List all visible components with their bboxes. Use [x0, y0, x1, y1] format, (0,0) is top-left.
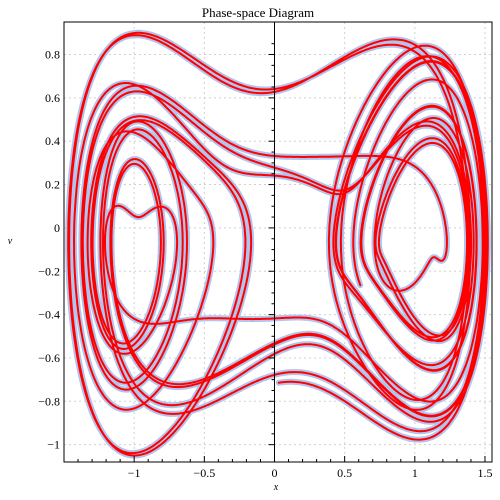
y-tick-label: −0.4 — [38, 308, 60, 322]
y-axis-label: v — [8, 236, 13, 247]
y-tick-label: 0 — [54, 221, 60, 235]
axes: −1 −0.5 0 0.5 1 1.5 0.8 0.6 0.4 0.2 0 −0.2 −0.4 −0.6 −… — [38, 22, 492, 480]
plot-frame — [63, 21, 493, 463]
trajectory-halo-line — [65, 29, 491, 459]
y-tick-label: 0.6 — [45, 91, 60, 105]
trajectory-series — [67, 31, 489, 457]
x-tick-label: −0.5 — [193, 466, 215, 480]
y-tick-label: −0.6 — [38, 351, 60, 365]
y-tick-label: −0.2 — [38, 264, 60, 278]
x-axis-label: x — [273, 482, 279, 493]
x-tick-label: 1 — [412, 466, 418, 480]
x-tick-label: −1 — [128, 466, 141, 480]
y-tick-label: 0.8 — [45, 48, 60, 62]
x-tick-label: 0.5 — [337, 466, 352, 480]
y-tick-label: −0.8 — [38, 394, 60, 408]
y-tick-label: 0.4 — [45, 134, 60, 148]
x-tick-label: 0 — [271, 466, 277, 480]
chart-title: Phase-space Diagram — [202, 5, 314, 20]
trajectory-halo — [65, 29, 491, 459]
trajectory-line — [67, 31, 489, 457]
x-tick-label: 1.5 — [477, 466, 492, 480]
y-tick-label: −1 — [47, 438, 60, 452]
y-tick-label: 0.2 — [45, 178, 60, 192]
